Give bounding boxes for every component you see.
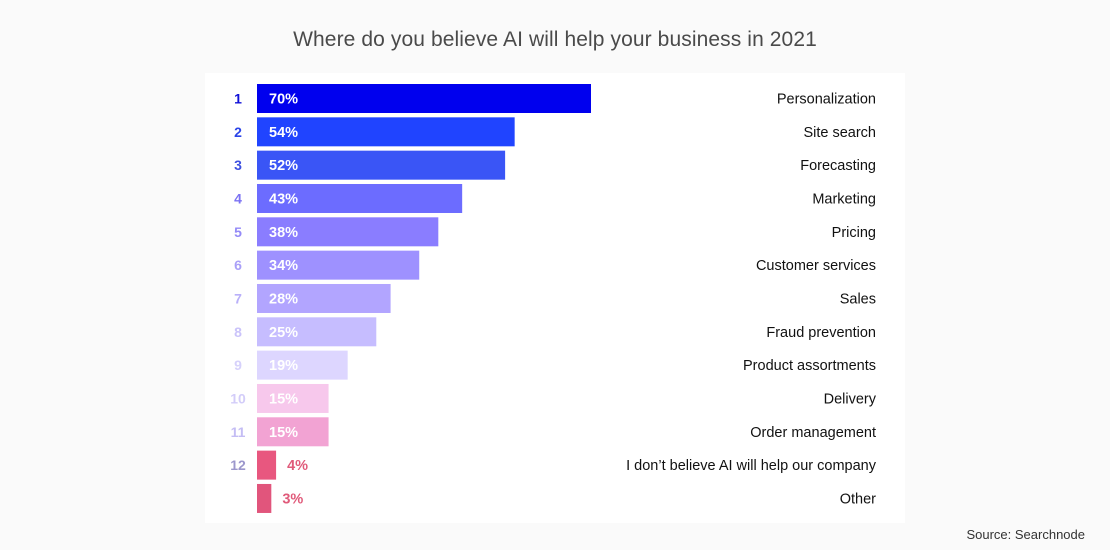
category-label: Pricing <box>832 225 876 241</box>
bar-value-label: 54% <box>269 125 298 141</box>
row-track <box>257 450 877 480</box>
category-label: Forecasting <box>800 158 876 174</box>
category-label: Product assortments <box>743 358 876 374</box>
category-label: Sales <box>840 291 876 307</box>
rank-number: 3 <box>234 157 242 173</box>
rank-number: 4 <box>234 190 242 206</box>
bar-value-label: 70% <box>269 92 298 108</box>
chart-title: Where do you believe AI will help your b… <box>293 28 817 51</box>
bar-value-label: 34% <box>269 258 298 274</box>
bar <box>257 283 391 313</box>
rank-number: 12 <box>230 457 246 473</box>
row-track <box>257 383 877 413</box>
category-label: Site search <box>803 125 876 141</box>
bar <box>257 350 348 380</box>
rank-number: 6 <box>234 257 242 273</box>
bar <box>257 183 463 213</box>
bar <box>257 217 439 247</box>
bar <box>257 383 329 413</box>
bar-value-label: 4% <box>287 458 308 474</box>
bar-value-label: 19% <box>269 358 298 374</box>
bar <box>257 417 329 447</box>
bar-value-label: 15% <box>269 425 298 441</box>
rank-number: 11 <box>231 424 246 440</box>
rank-number: 1 <box>234 91 242 107</box>
rank-number: 8 <box>234 324 242 340</box>
category-label: I don’t believe AI will help our company <box>626 458 877 474</box>
category-label: Personalization <box>777 92 876 108</box>
row-track <box>257 350 877 380</box>
bar <box>257 250 420 280</box>
category-label: Order management <box>750 425 876 441</box>
rank-number: 9 <box>234 357 242 373</box>
category-label: Delivery <box>824 391 877 407</box>
category-label: Customer services <box>756 258 876 274</box>
bar <box>257 317 377 347</box>
rank-number: 7 <box>234 290 242 306</box>
bar <box>257 150 506 180</box>
rank-number: 10 <box>230 390 246 406</box>
row-track <box>257 483 877 513</box>
bar-value-label: 28% <box>269 291 298 307</box>
rank-number: 2 <box>234 124 242 140</box>
category-label: Other <box>840 491 876 507</box>
bar <box>257 84 591 113</box>
bar <box>257 117 515 147</box>
bar-value-label: 52% <box>269 158 298 174</box>
bar <box>257 450 277 480</box>
bar-value-label: 3% <box>282 491 303 507</box>
bar-value-label: 15% <box>269 391 298 407</box>
bar-value-label: 43% <box>269 191 298 207</box>
category-label: Fraud prevention <box>766 325 876 341</box>
source-note: Source: Searchnode <box>966 527 1085 542</box>
rank-number: 5 <box>234 224 242 240</box>
bar-value-label: 38% <box>269 225 298 241</box>
bar-value-label: 25% <box>269 325 298 341</box>
row-track <box>257 417 877 447</box>
category-label: Marketing <box>812 191 876 207</box>
bar <box>257 483 272 513</box>
